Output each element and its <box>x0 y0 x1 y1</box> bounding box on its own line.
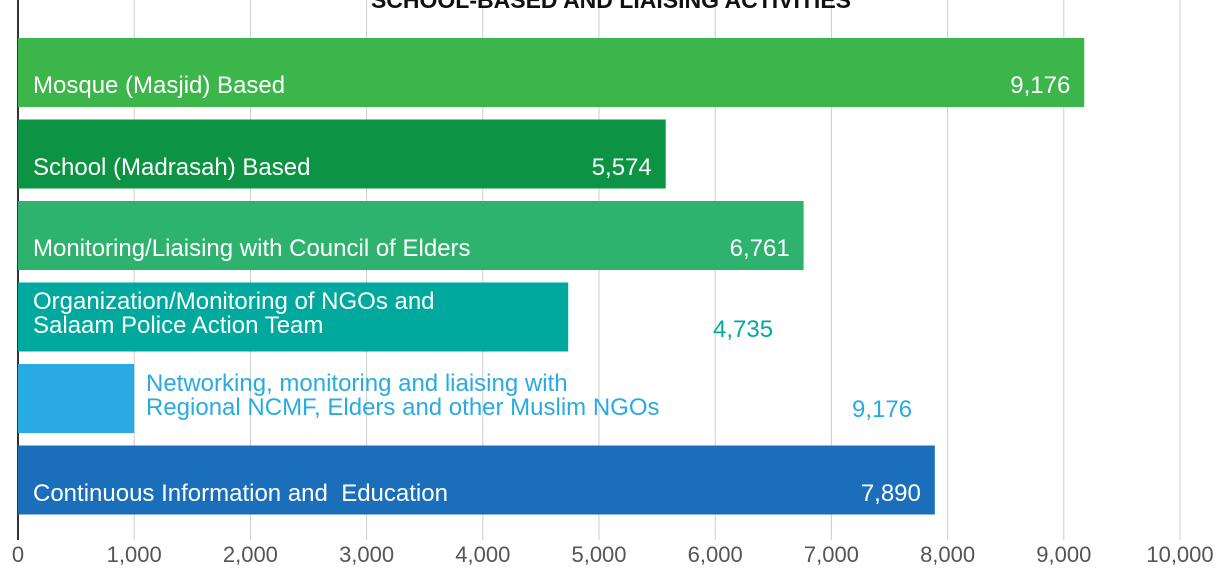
value-label: 7,890 <box>860 480 921 507</box>
bar <box>18 364 135 433</box>
category-label: Monitoring/Liaising with Council of Elde… <box>33 235 471 262</box>
value-label: 4,735 <box>713 316 774 343</box>
value-label: 6,761 <box>729 235 790 262</box>
value-label: 9,176 <box>852 396 913 423</box>
x-tick-label: 8,000 <box>920 542 976 567</box>
x-tick-label: 7,000 <box>803 542 859 567</box>
x-tick-label: 6,000 <box>687 542 743 567</box>
bar <box>18 201 804 270</box>
x-tick-label: 10,000 <box>1146 542 1214 567</box>
bar <box>18 445 935 515</box>
value-label: 5,574 <box>591 154 652 181</box>
category-label: Mosque (Masjid) Based <box>33 72 286 99</box>
value-label: 9,176 <box>1010 72 1071 99</box>
x-tick-label: 3,000 <box>339 542 395 567</box>
category-label: School (Madrasah) Based <box>33 154 311 181</box>
x-tick-label: 0 <box>11 542 25 567</box>
x-tick-label: 1,000 <box>106 542 162 567</box>
bar <box>18 119 666 189</box>
x-tick-label: 4,000 <box>455 542 511 567</box>
category-label: Networking, monitoring and liaising with… <box>146 370 660 421</box>
x-tick-label: 5,000 <box>571 542 627 567</box>
category-label: Organization/Monitoring of NGOs and Sala… <box>33 288 435 339</box>
bar <box>18 38 1085 107</box>
x-tick-label: 9,000 <box>1036 542 1092 567</box>
chart-title: SCHOOL-BASED AND LIAISING ACTIVITIES <box>370 0 852 13</box>
category-label: Continuous Information and Education <box>33 480 448 507</box>
bar <box>18 282 569 352</box>
x-tick-label: 2,000 <box>222 542 278 567</box>
